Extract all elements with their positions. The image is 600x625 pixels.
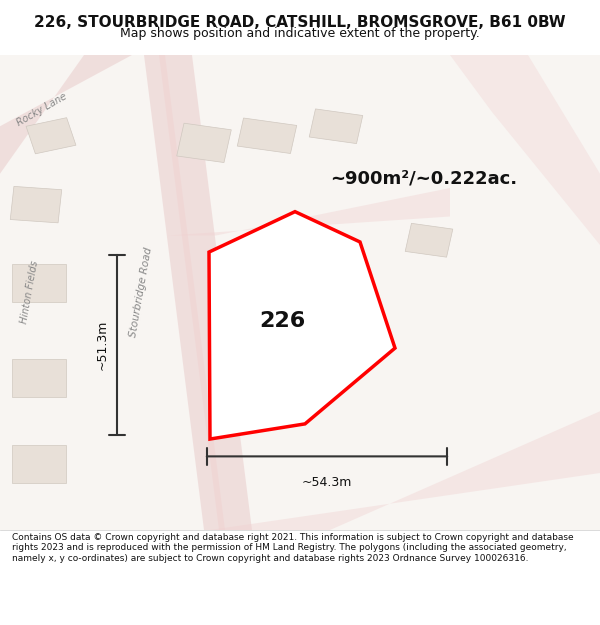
Polygon shape [405,223,453,257]
Polygon shape [12,264,66,302]
Text: Map shows position and indicative extent of the property.: Map shows position and indicative extent… [120,27,480,39]
Text: Hinton Fields: Hinton Fields [20,260,40,325]
Text: 226, STOURBRIDGE ROAD, CATSHILL, BROMSGROVE, B61 0BW: 226, STOURBRIDGE ROAD, CATSHILL, BROMSGR… [34,16,566,31]
Polygon shape [0,55,132,174]
Polygon shape [177,123,231,162]
Polygon shape [159,55,225,530]
Polygon shape [168,188,450,236]
Polygon shape [309,109,363,144]
Text: ~51.3m: ~51.3m [95,319,109,370]
Polygon shape [237,118,297,154]
Polygon shape [209,212,395,439]
Polygon shape [12,359,66,397]
Polygon shape [12,444,66,483]
Text: ~54.3m: ~54.3m [302,476,352,489]
Polygon shape [450,55,600,245]
Text: ~900m²/~0.222ac.: ~900m²/~0.222ac. [330,169,517,187]
Text: Stourbridge Road: Stourbridge Road [128,247,154,338]
Polygon shape [144,55,252,530]
Text: Rocky Lane: Rocky Lane [15,91,69,128]
Text: 226: 226 [259,311,305,331]
Text: Contains OS data © Crown copyright and database right 2021. This information is : Contains OS data © Crown copyright and d… [12,533,574,562]
Polygon shape [26,118,76,154]
Polygon shape [210,411,600,530]
Polygon shape [10,186,62,223]
